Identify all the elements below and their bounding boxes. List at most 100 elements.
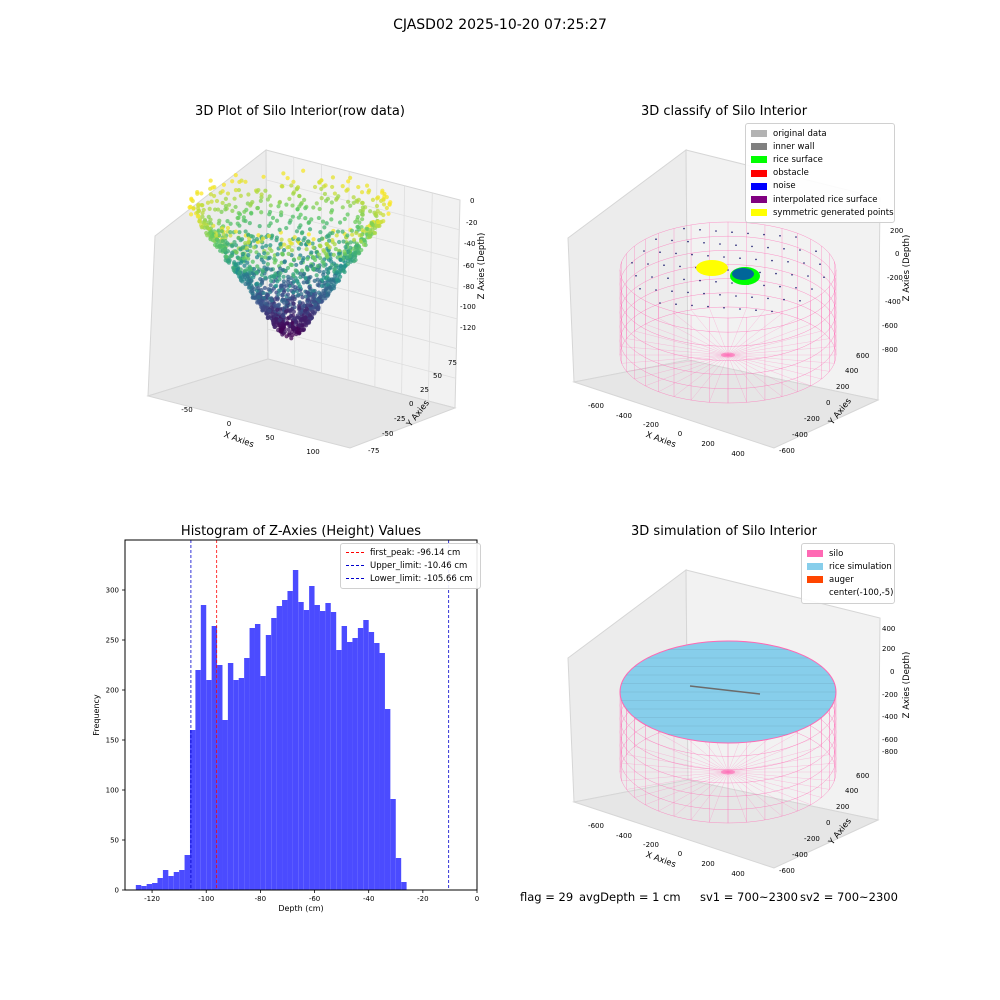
plot1-point: [290, 320, 295, 326]
silo-spoke: [626, 338, 729, 356]
plot1-point: [368, 209, 373, 214]
histogram-ytick-label: 200: [106, 687, 119, 695]
plot1-point: [336, 272, 341, 277]
plot1-point: [267, 212, 272, 217]
plot1-point: [307, 313, 312, 318]
silo-spoke: [727, 771, 835, 782]
histogram-bar: [244, 658, 250, 890]
plot1-point: [285, 176, 290, 181]
silo-spoke: [727, 307, 747, 356]
histogram-bar: [146, 884, 153, 890]
silo-spoke: [658, 771, 729, 812]
plot1-point: [225, 241, 230, 246]
plot4-ytick: 200: [836, 803, 849, 811]
plot1-point: [284, 334, 289, 339]
plot2-xtick: 400: [731, 450, 744, 458]
plot1-point: [320, 219, 326, 224]
plot1-point: [262, 251, 267, 256]
plot1-point: [318, 230, 323, 235]
plot1-point: [327, 245, 332, 250]
plot1-point: [302, 235, 307, 241]
plot1-point: [223, 203, 228, 209]
plot1-point: [278, 285, 284, 290]
plot4-ytick: -200: [804, 835, 820, 843]
silo-spoke: [690, 354, 729, 401]
plot1-point: [370, 197, 376, 202]
plot1-point: [367, 230, 372, 235]
plot1-point: [232, 196, 237, 201]
plot1-point: [206, 226, 211, 231]
plot1-point: [342, 249, 347, 254]
plot1-point: [207, 206, 212, 211]
plot1-ytick: 0: [409, 400, 413, 408]
plot1-point: [306, 275, 311, 280]
plot1-ytick: -25: [394, 415, 405, 423]
silo-bottom-center: [721, 769, 735, 775]
plot1-point: [228, 230, 233, 235]
histogram-xlabel: Depth (cm): [278, 904, 323, 913]
plot2-wall-dot: [783, 298, 785, 301]
silo-spoke: [634, 771, 729, 798]
plot1-point: [315, 305, 321, 311]
plot1-point: [245, 260, 250, 265]
plot1-point: [195, 214, 200, 219]
plot2-zlabel: Z Axies (Depth): [902, 235, 912, 302]
plot1-point: [275, 252, 280, 257]
plot2-wall-dot: [723, 307, 725, 309]
plot1-ztick: -40: [464, 240, 475, 248]
plot1-point: [221, 232, 226, 237]
plot1-point: [288, 313, 294, 319]
plot1-point: [285, 265, 291, 271]
plot1-point: [319, 283, 325, 289]
plot1-point: [247, 285, 253, 290]
plot1-ztick: -100: [460, 303, 476, 311]
plot1-point: [303, 275, 308, 280]
plot2-ztick: 200: [890, 227, 903, 235]
plot1-point: [332, 267, 337, 272]
plot2-wall-dot: [691, 253, 693, 256]
plot1-point: [361, 242, 367, 247]
plot1-point: [286, 327, 291, 332]
plot1-point: [272, 275, 277, 280]
silo-spoke: [645, 354, 729, 387]
legend-entry: center(-100,-5): [807, 587, 893, 600]
plot1-point: [306, 220, 311, 225]
plot1-point: [314, 273, 319, 278]
plot1-point: [285, 287, 291, 293]
plot1-point: [212, 242, 218, 248]
plot1-point: [211, 193, 217, 199]
plot2-wall-dot: [659, 251, 661, 253]
plot1-point: [267, 275, 272, 280]
plot1-point: [199, 203, 204, 208]
plot1-point: [318, 243, 323, 249]
plot1-point: [259, 257, 264, 262]
plot2-wall-dot: [807, 275, 809, 277]
legend-entry: auger: [807, 573, 889, 586]
plot1-point: [290, 203, 295, 208]
legend-swatch: [751, 196, 767, 204]
plot1-point: [195, 189, 200, 195]
plot1-point: [272, 324, 277, 330]
plot2-wall-dot: [799, 249, 801, 251]
status-avg-depth: avgDepth = 1 cm: [579, 890, 681, 904]
silo-spoke: [727, 746, 822, 773]
plot1-point: [287, 220, 292, 225]
plot4-xlabel: X Axies: [644, 850, 677, 870]
plot1-point: [269, 305, 274, 310]
plot2-wall-dot: [671, 239, 673, 242]
plot1-point: [336, 265, 341, 270]
histogram-bar: [184, 855, 190, 890]
plot1-point: [265, 251, 270, 256]
silo-spoke: [727, 338, 830, 356]
plot2-wall-dot: [691, 304, 693, 307]
plot1-point: [291, 301, 296, 306]
plot1-point: [280, 313, 285, 318]
plot1-point: [282, 242, 287, 247]
plot1-point: [301, 168, 306, 173]
plot1-point: [219, 229, 224, 234]
plot1-point: [216, 221, 221, 226]
plot1-point: [268, 203, 273, 208]
plot1-point: [375, 219, 381, 225]
histogram-bar: [341, 626, 348, 890]
plot1-point: [367, 233, 372, 238]
